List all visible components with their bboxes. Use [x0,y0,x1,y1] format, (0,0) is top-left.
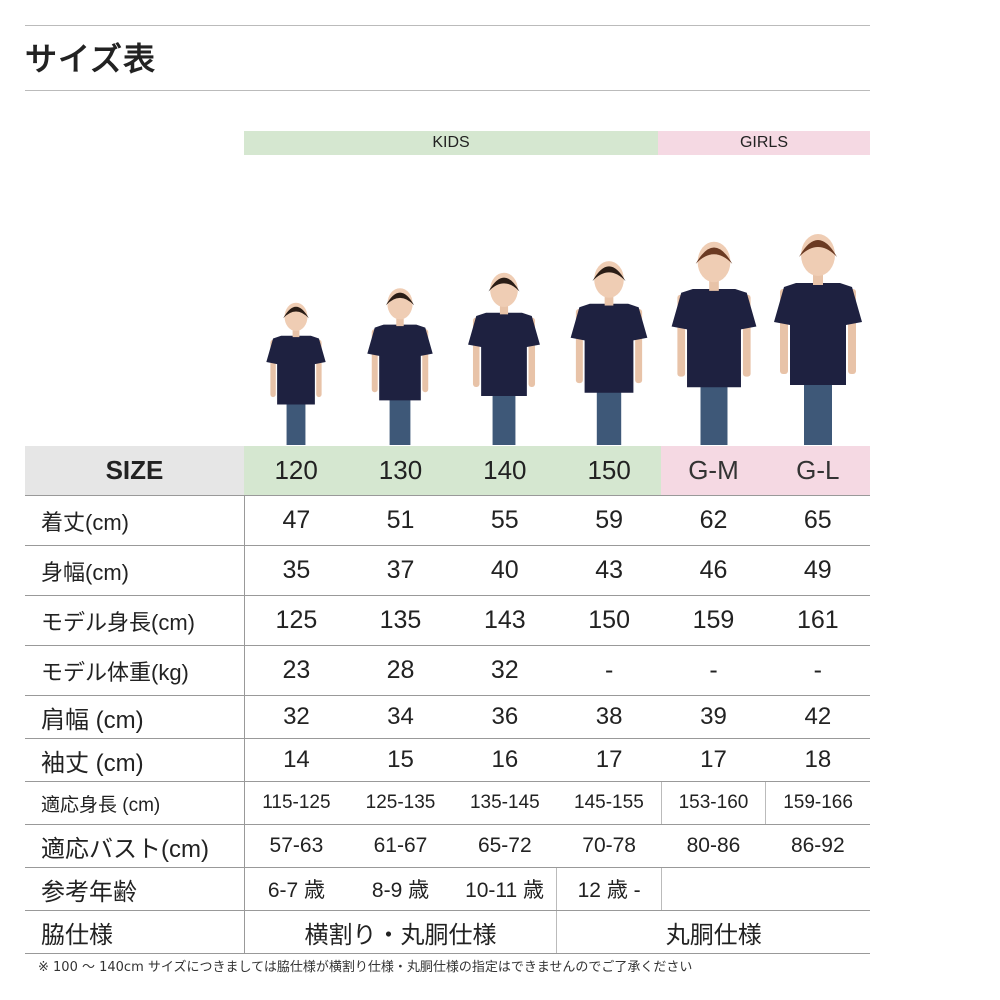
model-photos [266,234,862,445]
cell-value: - [556,645,662,696]
cell-value: 61-67 [348,824,453,868]
cell-value: 17 [661,738,766,782]
size-150: 150 [556,446,662,496]
table-row: 適応身長 (cm) 115-125 125-135 135-145 145-155 153… [25,781,870,825]
cell-value: 135 [348,595,453,646]
table-row: 脇仕様 横割り・丸胴仕様 丸胴仕様 [25,910,870,954]
table-row: 袖丈 (cm) 14 15 16 17 17 18 [25,738,870,782]
row-label: 袖丈 (cm) [25,738,245,782]
size-140: 140 [452,446,557,496]
cell-value: 12 歳 - [556,867,662,911]
cell-value: 23 [244,645,349,696]
cell-value: 32 [244,695,349,739]
table-row: モデル身長(cm) 125 135 143 150 159 161 [25,595,870,646]
cell-value: 135-145 [452,781,557,825]
cell-value: 159 [661,595,766,646]
girls-group-label: GIRLS [658,131,870,155]
cell-value: 18 [765,738,870,782]
row-label: 身幅(cm) [25,545,245,596]
table-row: モデル体重(kg) 23 28 32- - - [25,645,870,696]
size-g-m: G-M [661,446,766,496]
cell-value: 43 [556,545,662,596]
cell-value: - [765,645,870,696]
cell-value: 8-9 歳 [348,867,453,911]
page-title: サイズ表 [25,40,157,78]
cell-value: 65 [765,495,870,546]
cell-value: 38 [556,695,662,739]
table-row: 着丈(cm) 47 51 55 59 62 65 [25,495,870,546]
table-row: 参考年齢 6-7 歳 8-9 歳 10-11 歳 12 歳 - [25,867,870,911]
size-120: 120 [244,446,349,496]
title-divider [25,90,870,91]
cell-value: 153-160 [660,781,766,825]
cell-value: 62 [661,495,766,546]
cell-value: 55 [452,495,557,546]
cell-value: 丸胴仕様 [556,910,870,954]
size-header-row: SIZE 120 130 140 150 G-M G-L [25,446,870,496]
cell-value: 39 [661,695,766,739]
cell-value: 32 [452,645,557,696]
cell-value: 10-11 歳 [452,867,557,911]
cell-value: 125-135 [348,781,453,825]
cell-value: 65-72 [452,824,557,868]
model-figure [468,272,540,445]
size-header-label: SIZE [25,446,244,496]
row-label: モデル体重(kg) [25,645,245,696]
cell-value: 15 [348,738,453,782]
cell-value: 16 [452,738,557,782]
table-row: 身幅(cm) 35 37 40 43 46 49 [25,545,870,596]
cell-value: 125 [244,595,349,646]
table-row: 肩幅 (cm) 32 34 36 38 39 42 [25,695,870,739]
size-130: 130 [348,446,453,496]
cell-value: 28 [348,645,453,696]
size-g-l: G-L [765,446,870,496]
cell-value: 80-86 [661,824,766,868]
model-figure [774,234,862,445]
cell-value: 49 [765,545,870,596]
cell-value: - [661,645,766,696]
cell-value: 36 [452,695,557,739]
row-label: 肩幅 (cm) [25,695,245,739]
cell-value: 47 [244,495,349,546]
top-divider [25,25,870,26]
row-label: 適応バスト(cm) [25,824,245,868]
cell-value: 37 [348,545,453,596]
cell-value: 150 [556,595,662,646]
cell-value: 159-166 [765,781,870,825]
cell-value: 42 [765,695,870,739]
model-figure [367,288,433,445]
cell-value: 14 [244,738,349,782]
cell-value: 145-155 [556,781,662,825]
cell-value: 35 [244,545,349,596]
model-figure [671,241,757,445]
cell-value: 34 [348,695,453,739]
cell-value: 86-92 [765,824,870,868]
empty-cell [660,867,870,911]
kids-group-label: KIDS [244,131,658,155]
cell-value: 40 [452,545,557,596]
row-label: 参考年齢 [25,867,245,911]
footnote: ※ 100 ～ 140cm サイズにつきましては脇仕様が横割り仕様・丸胴仕様の指… [38,960,693,975]
cell-value: 横割り・丸胴仕様 [244,910,557,954]
table-row: 適応バスト(cm) 57-63 61-67 65-72 70-78 80-86 86-92 [25,824,870,868]
row-label: 適応身長 (cm) [25,781,245,825]
row-label: モデル身長(cm) [25,595,245,646]
cell-value: 46 [661,545,766,596]
cell-value: 70-78 [556,824,662,868]
cell-value: 51 [348,495,453,546]
cell-value: 17 [556,738,662,782]
row-label: 着丈(cm) [25,495,245,546]
cell-value: 115-125 [244,781,349,825]
cell-value: 161 [765,595,870,646]
model-figure [570,261,648,445]
model-figure [266,302,326,445]
size-table: SIZE 120 130 140 150 G-M G-L 着丈(cm) 47 51 5… [25,446,870,954]
cell-value: 59 [556,495,662,546]
cell-value: 6-7 歳 [244,867,349,911]
cell-value: 57-63 [244,824,349,868]
row-label: 脇仕様 [25,910,245,954]
cell-value: 143 [452,595,557,646]
